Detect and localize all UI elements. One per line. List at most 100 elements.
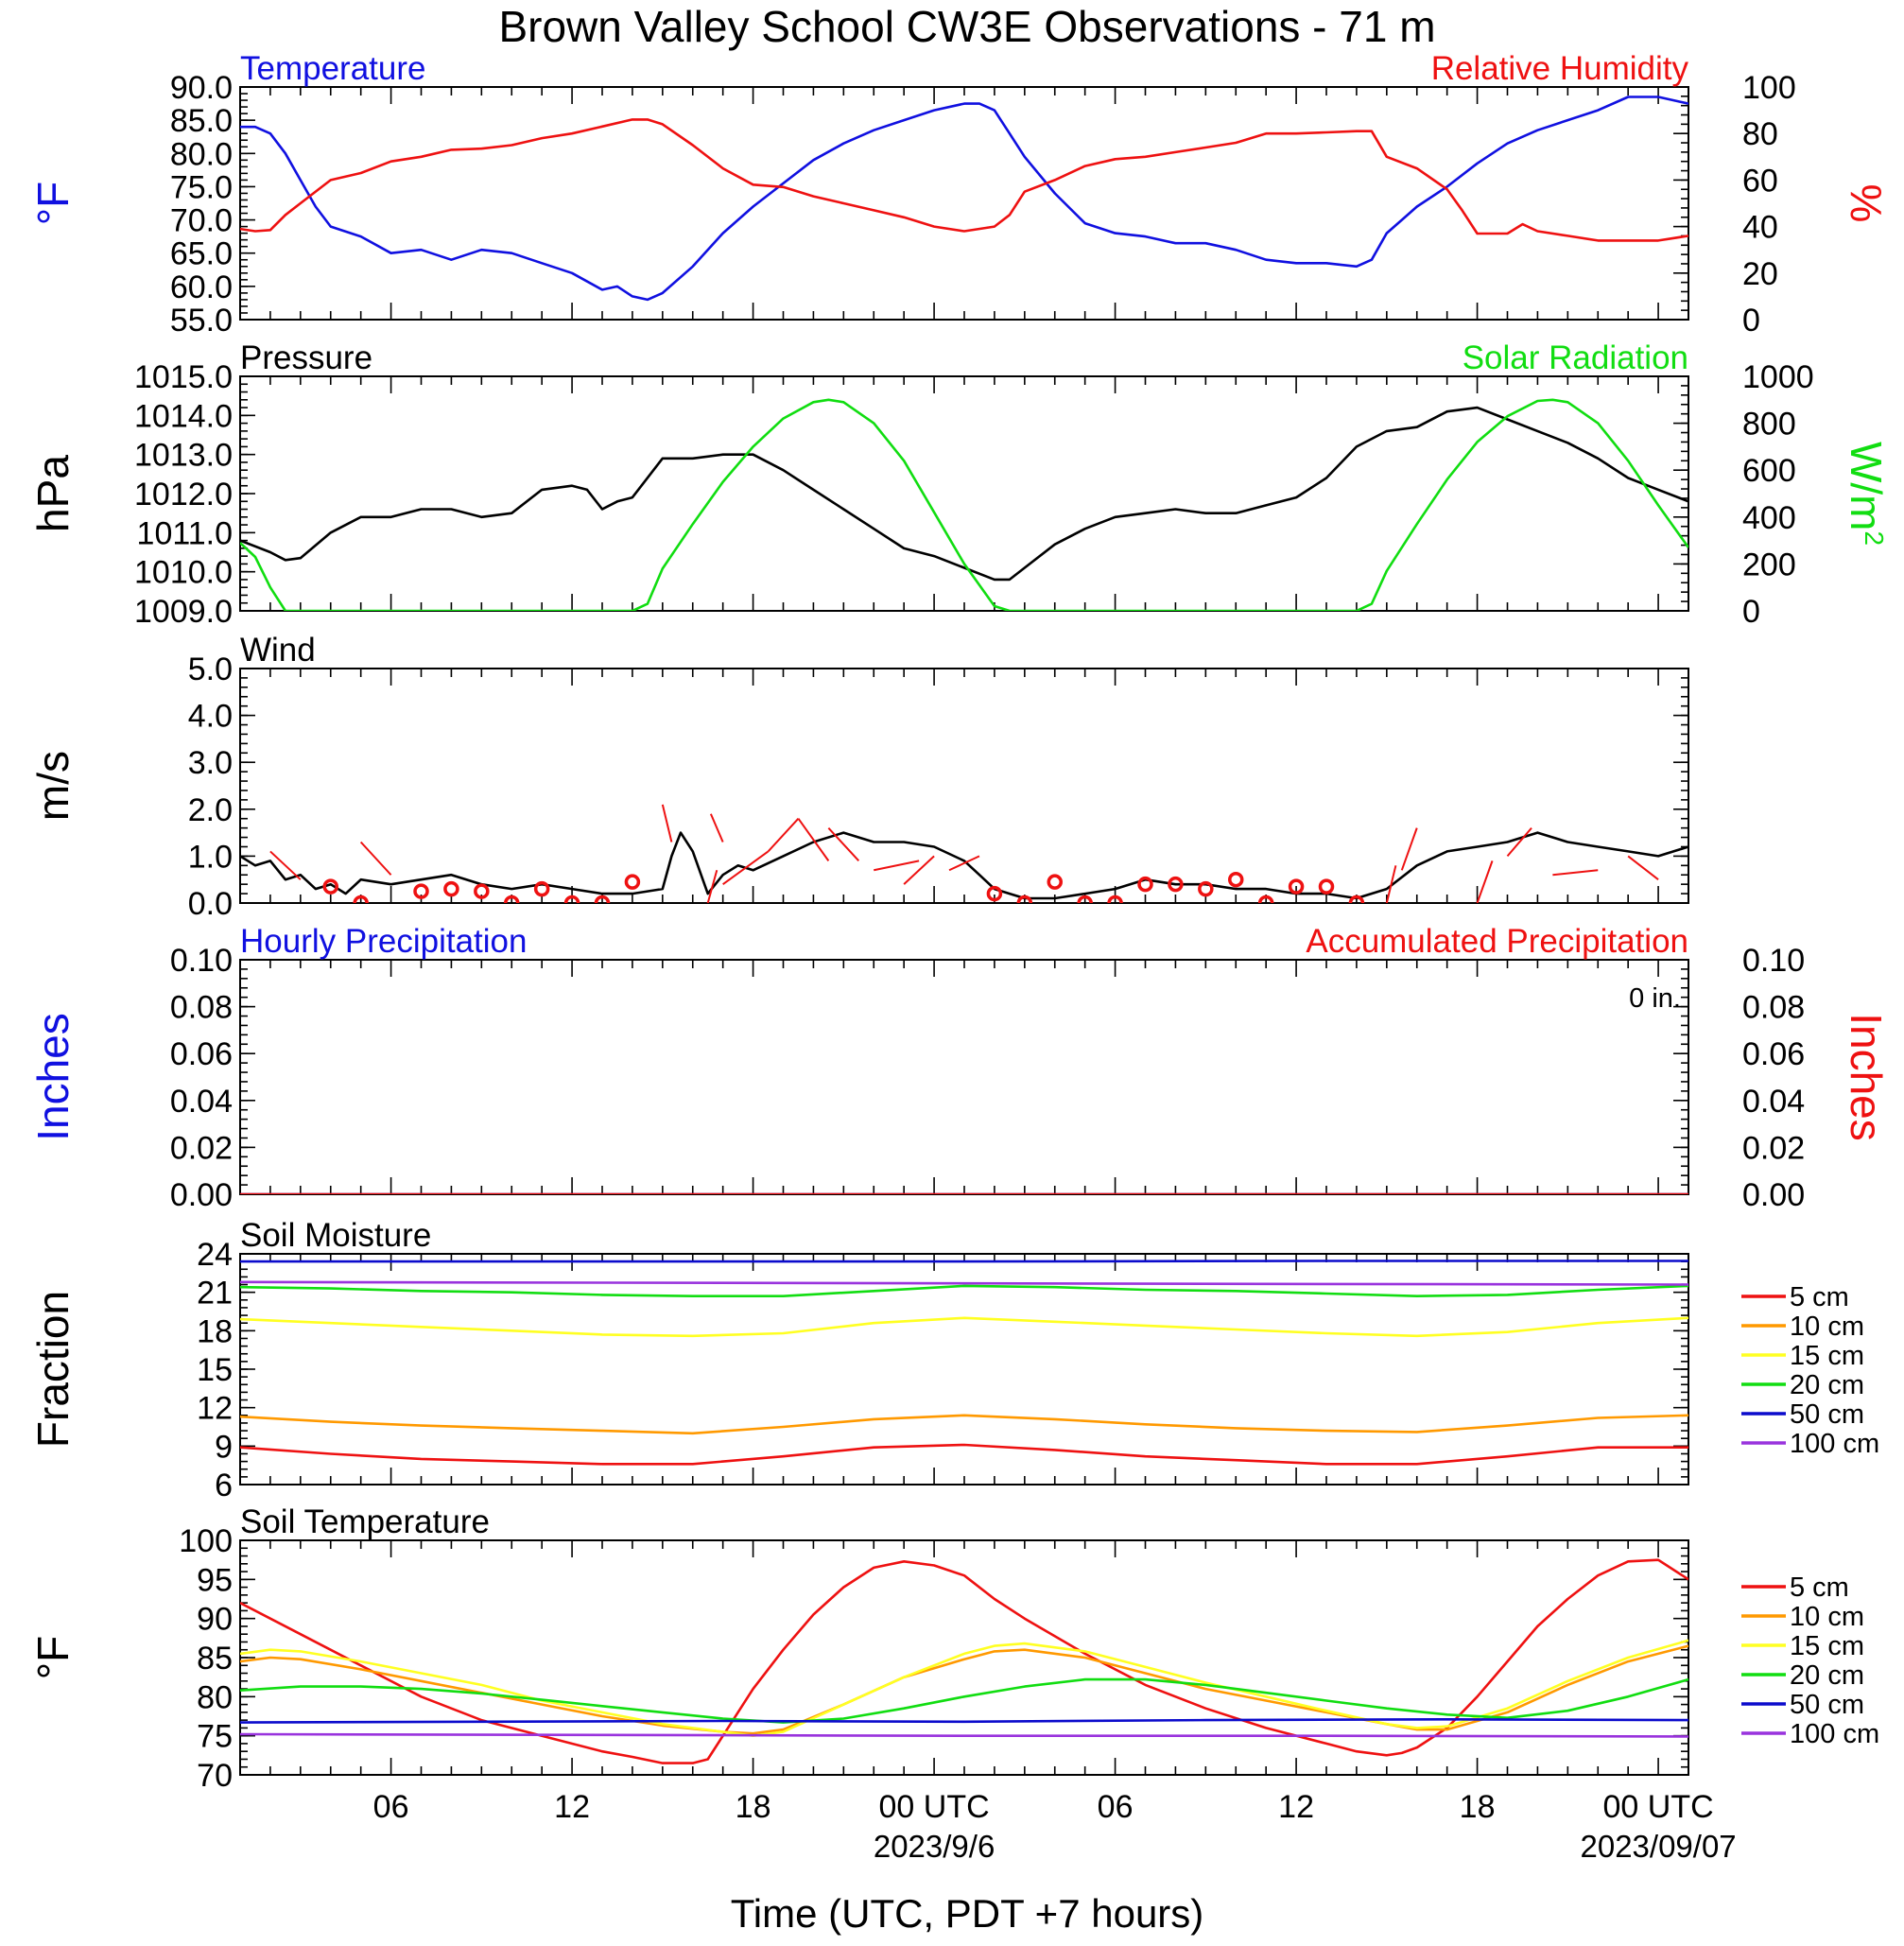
y-tick-label-right: 200: [1742, 547, 1796, 582]
calm-wind-marker: [1016, 895, 1033, 903]
panel-title-left: Temperature: [240, 50, 425, 87]
series-line-5cm: [240, 1443, 1688, 1466]
y-axis-label-right-superscript: 2: [1861, 530, 1890, 546]
series-line-20cm: [240, 1677, 1688, 1724]
y-tick-label-left: 70.0: [170, 203, 233, 239]
plot-frame: [239, 1253, 1689, 1486]
y-tick-label-left: 4.0: [188, 699, 233, 735]
y-tick-label-right: 80: [1742, 116, 1778, 152]
series-line-1: [240, 96, 1688, 302]
y-tick-label-left: 85: [197, 1641, 233, 1677]
plot-frame: [239, 375, 1689, 612]
series-line-15cm: [240, 1639, 1688, 1737]
y-tick-label-left: 6: [215, 1468, 233, 1503]
x-axis: Time (UTC, PDT +7 hours) 06 12 18 00 UTC 06 1…: [373, 1789, 1737, 1936]
y-tick-label-left: 80: [197, 1679, 233, 1715]
x-axis-label: Time (UTC, PDT +7 hours): [731, 1891, 1204, 1936]
series-line-50cm: [240, 1260, 1688, 1263]
legend-label: 100 cm: [1790, 1719, 1879, 1749]
legend-label: 50 cm: [1790, 1690, 1864, 1720]
series-line-2: [240, 398, 1688, 611]
y-tick-label-right: 0: [1742, 594, 1760, 630]
wind-barb: [722, 850, 770, 885]
y-axis-label-left: °F: [28, 1636, 78, 1680]
y-tick-label-right: 60: [1742, 163, 1778, 199]
wind-barb: [661, 804, 673, 843]
y-tick-label-left: 80.0: [170, 136, 233, 172]
series-line-20cm: [240, 1284, 1688, 1297]
y-tick-label-left: 70: [197, 1758, 233, 1794]
y-axis-label-right: Inches: [1842, 1013, 1891, 1141]
calm-wind-marker: [322, 878, 338, 895]
legend-label: 20 cm: [1790, 1370, 1864, 1400]
y-tick-label-left: 1013.0: [134, 438, 233, 474]
calm-wind-marker: [624, 874, 641, 890]
legend-label: 10 cm: [1790, 1602, 1864, 1632]
y-tick-label-left: 5.0: [188, 652, 233, 687]
y-tick-label-left: 1012.0: [134, 477, 233, 513]
y-tick-label-left: 0.08: [170, 990, 233, 1026]
y-tick-label-left: 2.0: [188, 792, 233, 828]
calm-wind-marker: [504, 895, 520, 903]
calm-wind-marker: [474, 883, 490, 899]
calm-wind-marker: [1198, 880, 1214, 897]
wind-barb: [1400, 827, 1418, 871]
wind-barb: [767, 818, 800, 853]
y-tick-label-left: 65.0: [170, 236, 233, 272]
series-line-1: [240, 831, 1688, 900]
wind-barb: [1506, 826, 1532, 858]
y-axis-label-left: hPa: [28, 455, 78, 532]
legend-label: 100 cm: [1790, 1429, 1879, 1459]
x-tick-label: 00 UTC: [1603, 1789, 1714, 1825]
y-tick-label-left: 0.06: [170, 1036, 233, 1072]
y-tick-label-right: 0.04: [1742, 1084, 1805, 1120]
calm-wind-marker: [1288, 878, 1305, 895]
series-group: [240, 1260, 1688, 1466]
y-axis-label-left: m/s: [28, 751, 78, 821]
y-tick-label-left: 0.0: [188, 886, 233, 922]
y-tick-label-left: 90.0: [170, 70, 233, 106]
y-tick-label-left: 0.10: [170, 943, 233, 979]
calm-wind-marker: [1077, 895, 1093, 903]
x-tick-label: 12: [554, 1789, 590, 1825]
calm-wind-marker: [353, 895, 369, 903]
series-group: [240, 1558, 1688, 1764]
x-tick-label: 06: [373, 1789, 409, 1825]
y-tick-label-left: 1009.0: [134, 594, 233, 630]
panel-title-right: Solar Radiation: [1463, 339, 1688, 376]
wind-barb: [1552, 869, 1599, 877]
y-tick-label-right: 400: [1742, 500, 1796, 536]
calm-wind-marker: [1318, 878, 1335, 895]
series-group: [240, 398, 1688, 611]
y-tick-label-right: 0: [1742, 303, 1760, 339]
wind-barb: [903, 855, 935, 885]
y-axis-label-right: W/m2: [1842, 442, 1891, 546]
y-tick-label-right: 600: [1742, 453, 1796, 489]
panel-title-left: Soil Temperature: [240, 1503, 490, 1540]
plot-frame: [239, 959, 1689, 1195]
y-tick-label-left: 12: [197, 1391, 233, 1427]
figure-title: Brown Valley School CW3E Observations - …: [498, 2, 1435, 51]
series-line-10cm: [240, 1414, 1688, 1435]
y-tick-label-left: 15: [197, 1352, 233, 1388]
series-line-100cm: [240, 1732, 1688, 1738]
y-tick-label-left: 85.0: [170, 103, 233, 139]
wind-barb: [948, 855, 980, 872]
panel-title-right: Accumulated Precipitation: [1306, 923, 1688, 960]
y-tick-label-right: 40: [1742, 210, 1778, 246]
plot-frame: [239, 86, 1689, 321]
y-axis-label-left: °F: [28, 182, 78, 226]
y-tick-label-right: 0.10: [1742, 943, 1805, 979]
wind-barb: [1385, 865, 1397, 903]
panels: 55.060.065.070.075.080.085.090.002040608…: [28, 50, 1891, 1794]
panel-title-left: Pressure: [240, 339, 372, 376]
x-tick-label: 18: [736, 1789, 771, 1825]
wind-barb: [1476, 860, 1494, 903]
calm-wind-marker: [1137, 876, 1153, 893]
y-tick-label-left: 0.04: [170, 1084, 233, 1120]
y-axis-label-right: %: [1842, 184, 1891, 223]
panel-4: 0.00 0.02 0.04 0.06 0.08 0.10 0.00 0.02 0.04 0.06…: [28, 923, 1891, 1213]
legend-label: 15 cm: [1790, 1341, 1864, 1371]
y-tick-label-left: 3.0: [188, 745, 233, 781]
